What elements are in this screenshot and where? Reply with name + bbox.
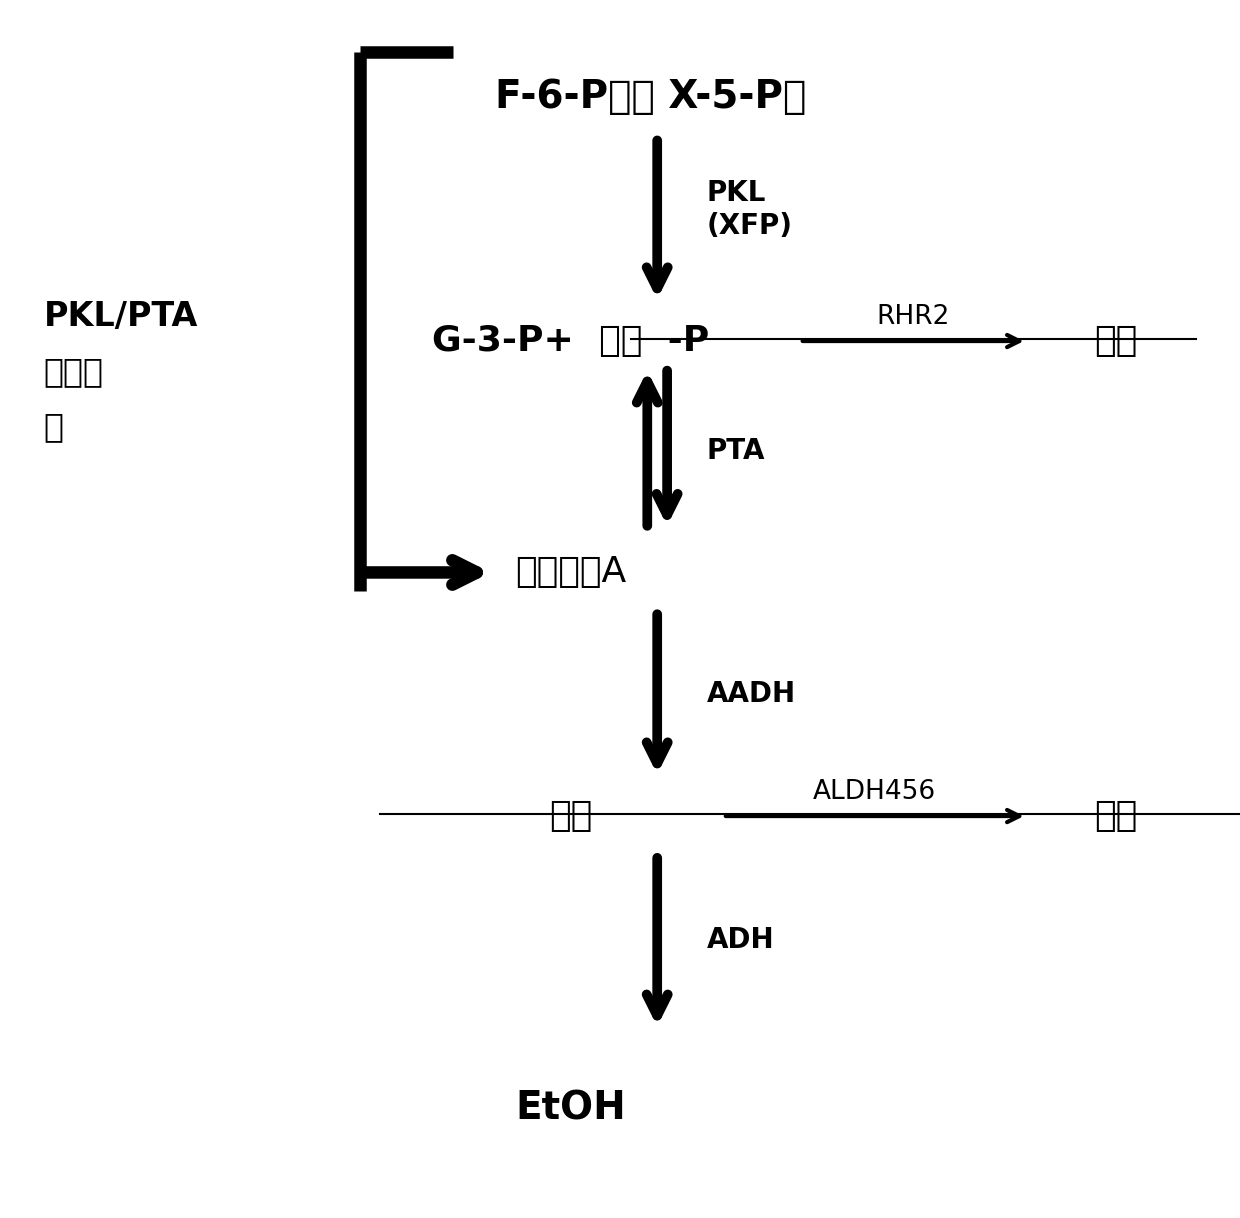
Text: F-6-P（或 X-5-P）: F-6-P（或 X-5-P） <box>495 78 807 117</box>
Text: 乙酸: 乙酸 <box>1095 324 1137 358</box>
Text: ALDH456: ALDH456 <box>813 778 936 805</box>
Text: ADH: ADH <box>707 927 775 954</box>
Text: 乙酸: 乙酸 <box>1095 799 1137 833</box>
Text: RHR2: RHR2 <box>877 303 950 330</box>
Text: PKL/PTA: PKL/PTA <box>43 300 197 334</box>
Text: EtOH: EtOH <box>515 1089 626 1128</box>
Text: PKL
(XFP): PKL (XFP) <box>707 179 792 240</box>
Text: 醂: 醂 <box>43 409 63 443</box>
Text: 乙醇: 乙醇 <box>549 799 591 833</box>
Text: PTA: PTA <box>707 437 765 464</box>
Text: G-3-P+  乙酰  -P: G-3-P+ 乙酰 -P <box>432 324 709 358</box>
Text: 双功能: 双功能 <box>43 354 103 389</box>
Text: AADH: AADH <box>707 681 796 708</box>
Text: 乙酰辅醂A: 乙酰辅醂A <box>515 555 626 590</box>
